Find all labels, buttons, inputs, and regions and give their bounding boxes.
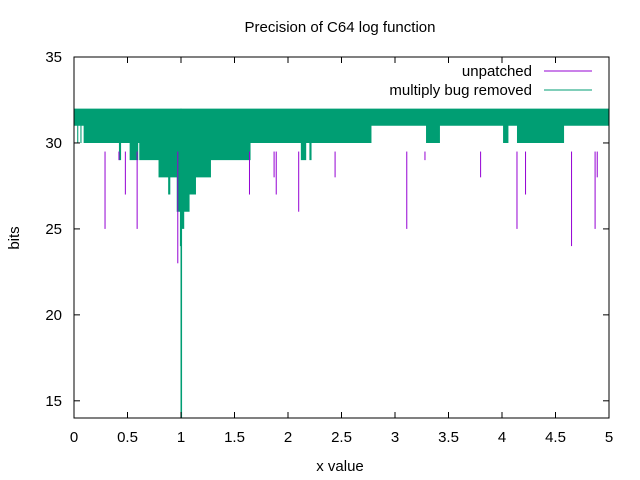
x-tick-label: 4 [498,429,506,446]
y-tick-label: 35 [45,49,62,66]
legend-label-unpatched: unpatched [462,63,532,80]
y-tick-label: 25 [45,221,62,238]
x-axis-title: x value [316,458,364,475]
y-tick-label: 15 [45,393,62,410]
x-tick-label: 3 [391,429,399,446]
x-tick-label: 5 [605,429,613,446]
x-tick-label: 0 [70,429,78,446]
x-tick-label: 2 [284,429,292,446]
y-axis-title: bits [6,226,23,249]
series-bug-removed-band [74,108,609,419]
x-tick-label: 1.5 [224,429,245,446]
legend: unpatched multiply bug removed [389,63,592,99]
x-tick-label: 0.5 [117,429,138,446]
plot-area [74,108,609,419]
legend-label-bug-removed: multiply bug removed [389,82,532,99]
x-tick-label: 1 [177,429,185,446]
x-tick-label: 4.5 [545,429,566,446]
axes: 0 0.5 1 1.5 2 2.5 3 3.5 4 4.5 5 15 20 25 30 35 [45,49,613,446]
x-tick-label: 3.5 [438,429,459,446]
x-tick-label: 2.5 [331,429,352,446]
y-tick-label: 20 [45,307,62,324]
chart-title: Precision of C64 log function [245,19,436,36]
y-tick-label: 30 [45,135,62,152]
